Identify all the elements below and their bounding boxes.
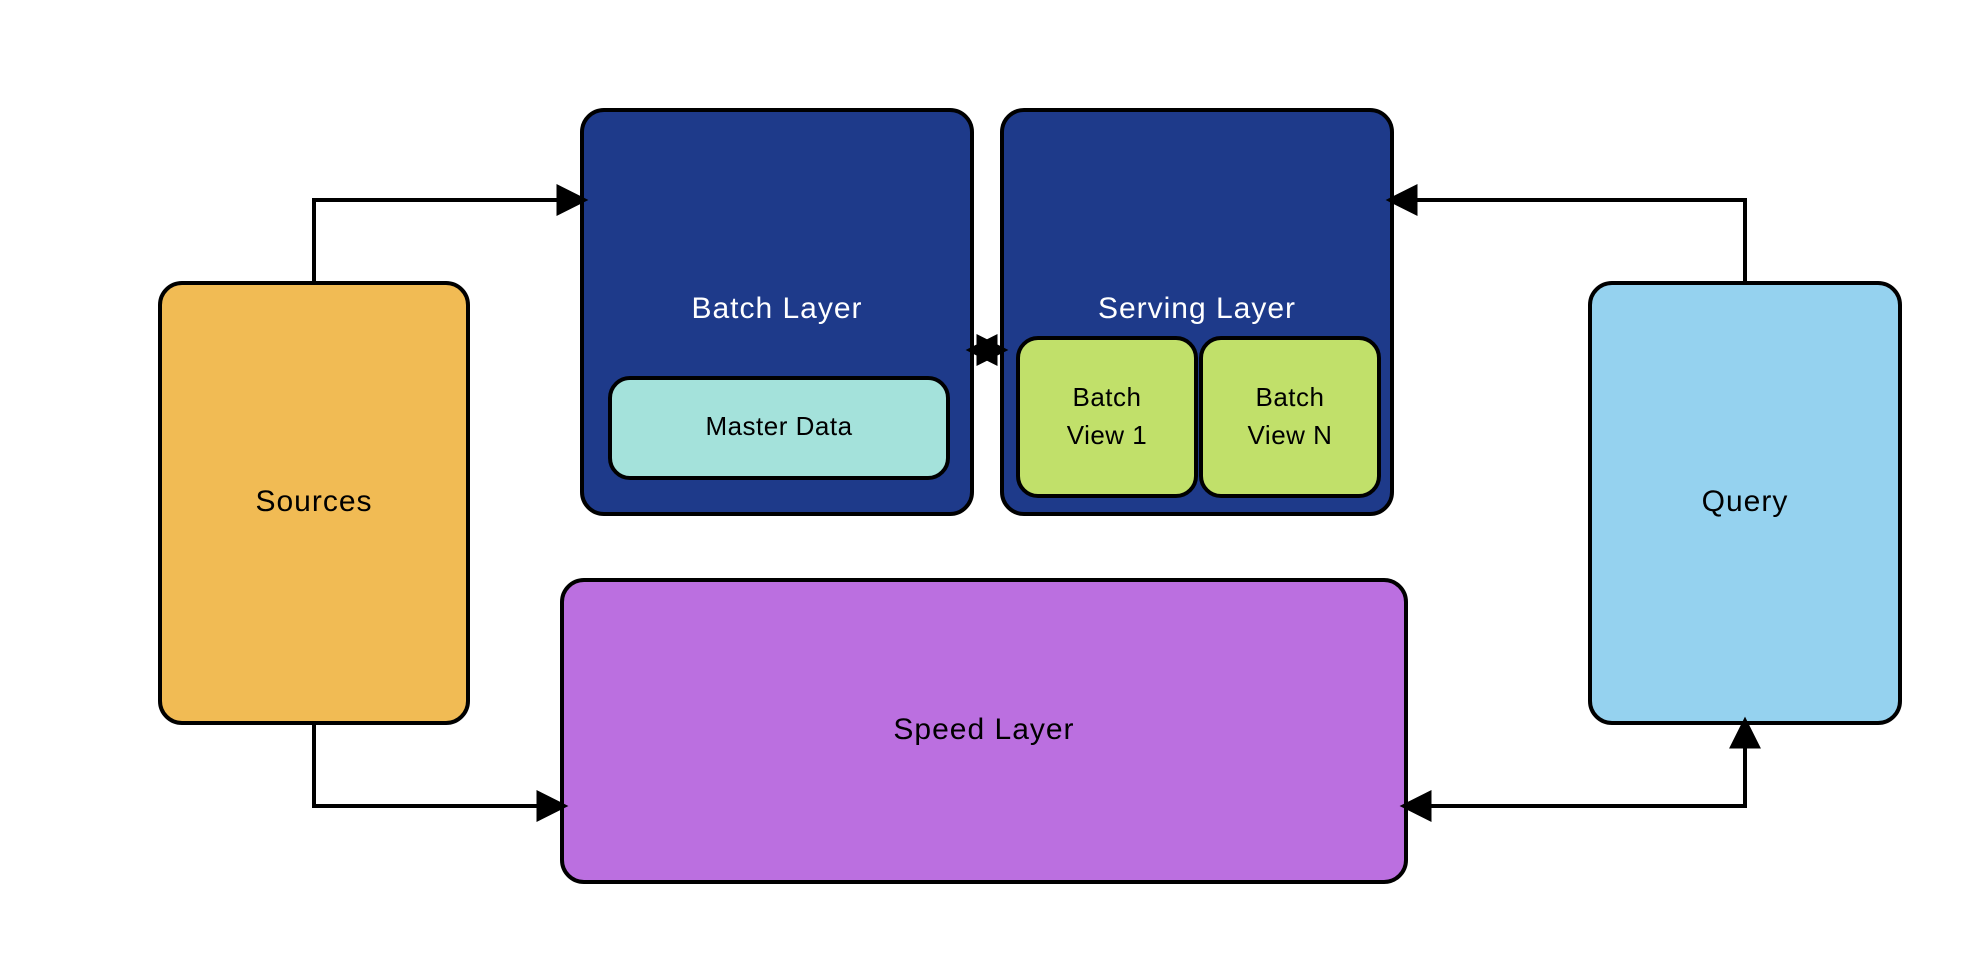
edge-sources-to-speed bbox=[314, 723, 562, 806]
batch-view-1-label-line1: Batch bbox=[1073, 382, 1142, 412]
batch-view-n-label-line1: Batch bbox=[1256, 382, 1325, 412]
sources-label: Sources bbox=[255, 485, 372, 518]
query-label: Query bbox=[1702, 485, 1789, 518]
batch-layer-label: Batch Layer bbox=[691, 292, 862, 325]
batch-view-1-node: Batch View 1 bbox=[1018, 338, 1196, 496]
serving-layer-label: Serving Layer bbox=[1098, 292, 1296, 325]
speed-layer-label: Speed Layer bbox=[893, 713, 1074, 746]
speed-layer-node: Speed Layer bbox=[562, 580, 1406, 882]
edge-sources-to-batch bbox=[314, 200, 582, 283]
lambda-architecture-diagram: Sources Batch Layer Master Data Serving … bbox=[0, 0, 1980, 954]
batch-view-n-label-line2: View N bbox=[1248, 420, 1333, 450]
batch-view-n-node: Batch View N bbox=[1201, 338, 1379, 496]
batch-view-n-box bbox=[1201, 338, 1379, 496]
sources-node: Sources bbox=[160, 283, 468, 723]
batch-view-1-box bbox=[1018, 338, 1196, 496]
edge-query-to-serving bbox=[1392, 200, 1745, 283]
master-data-node: Master Data bbox=[610, 378, 948, 478]
query-node: Query bbox=[1590, 283, 1900, 723]
edge-query-to-speed bbox=[1406, 723, 1745, 806]
batch-view-1-label-line2: View 1 bbox=[1067, 420, 1148, 450]
master-data-label: Master Data bbox=[705, 411, 852, 441]
